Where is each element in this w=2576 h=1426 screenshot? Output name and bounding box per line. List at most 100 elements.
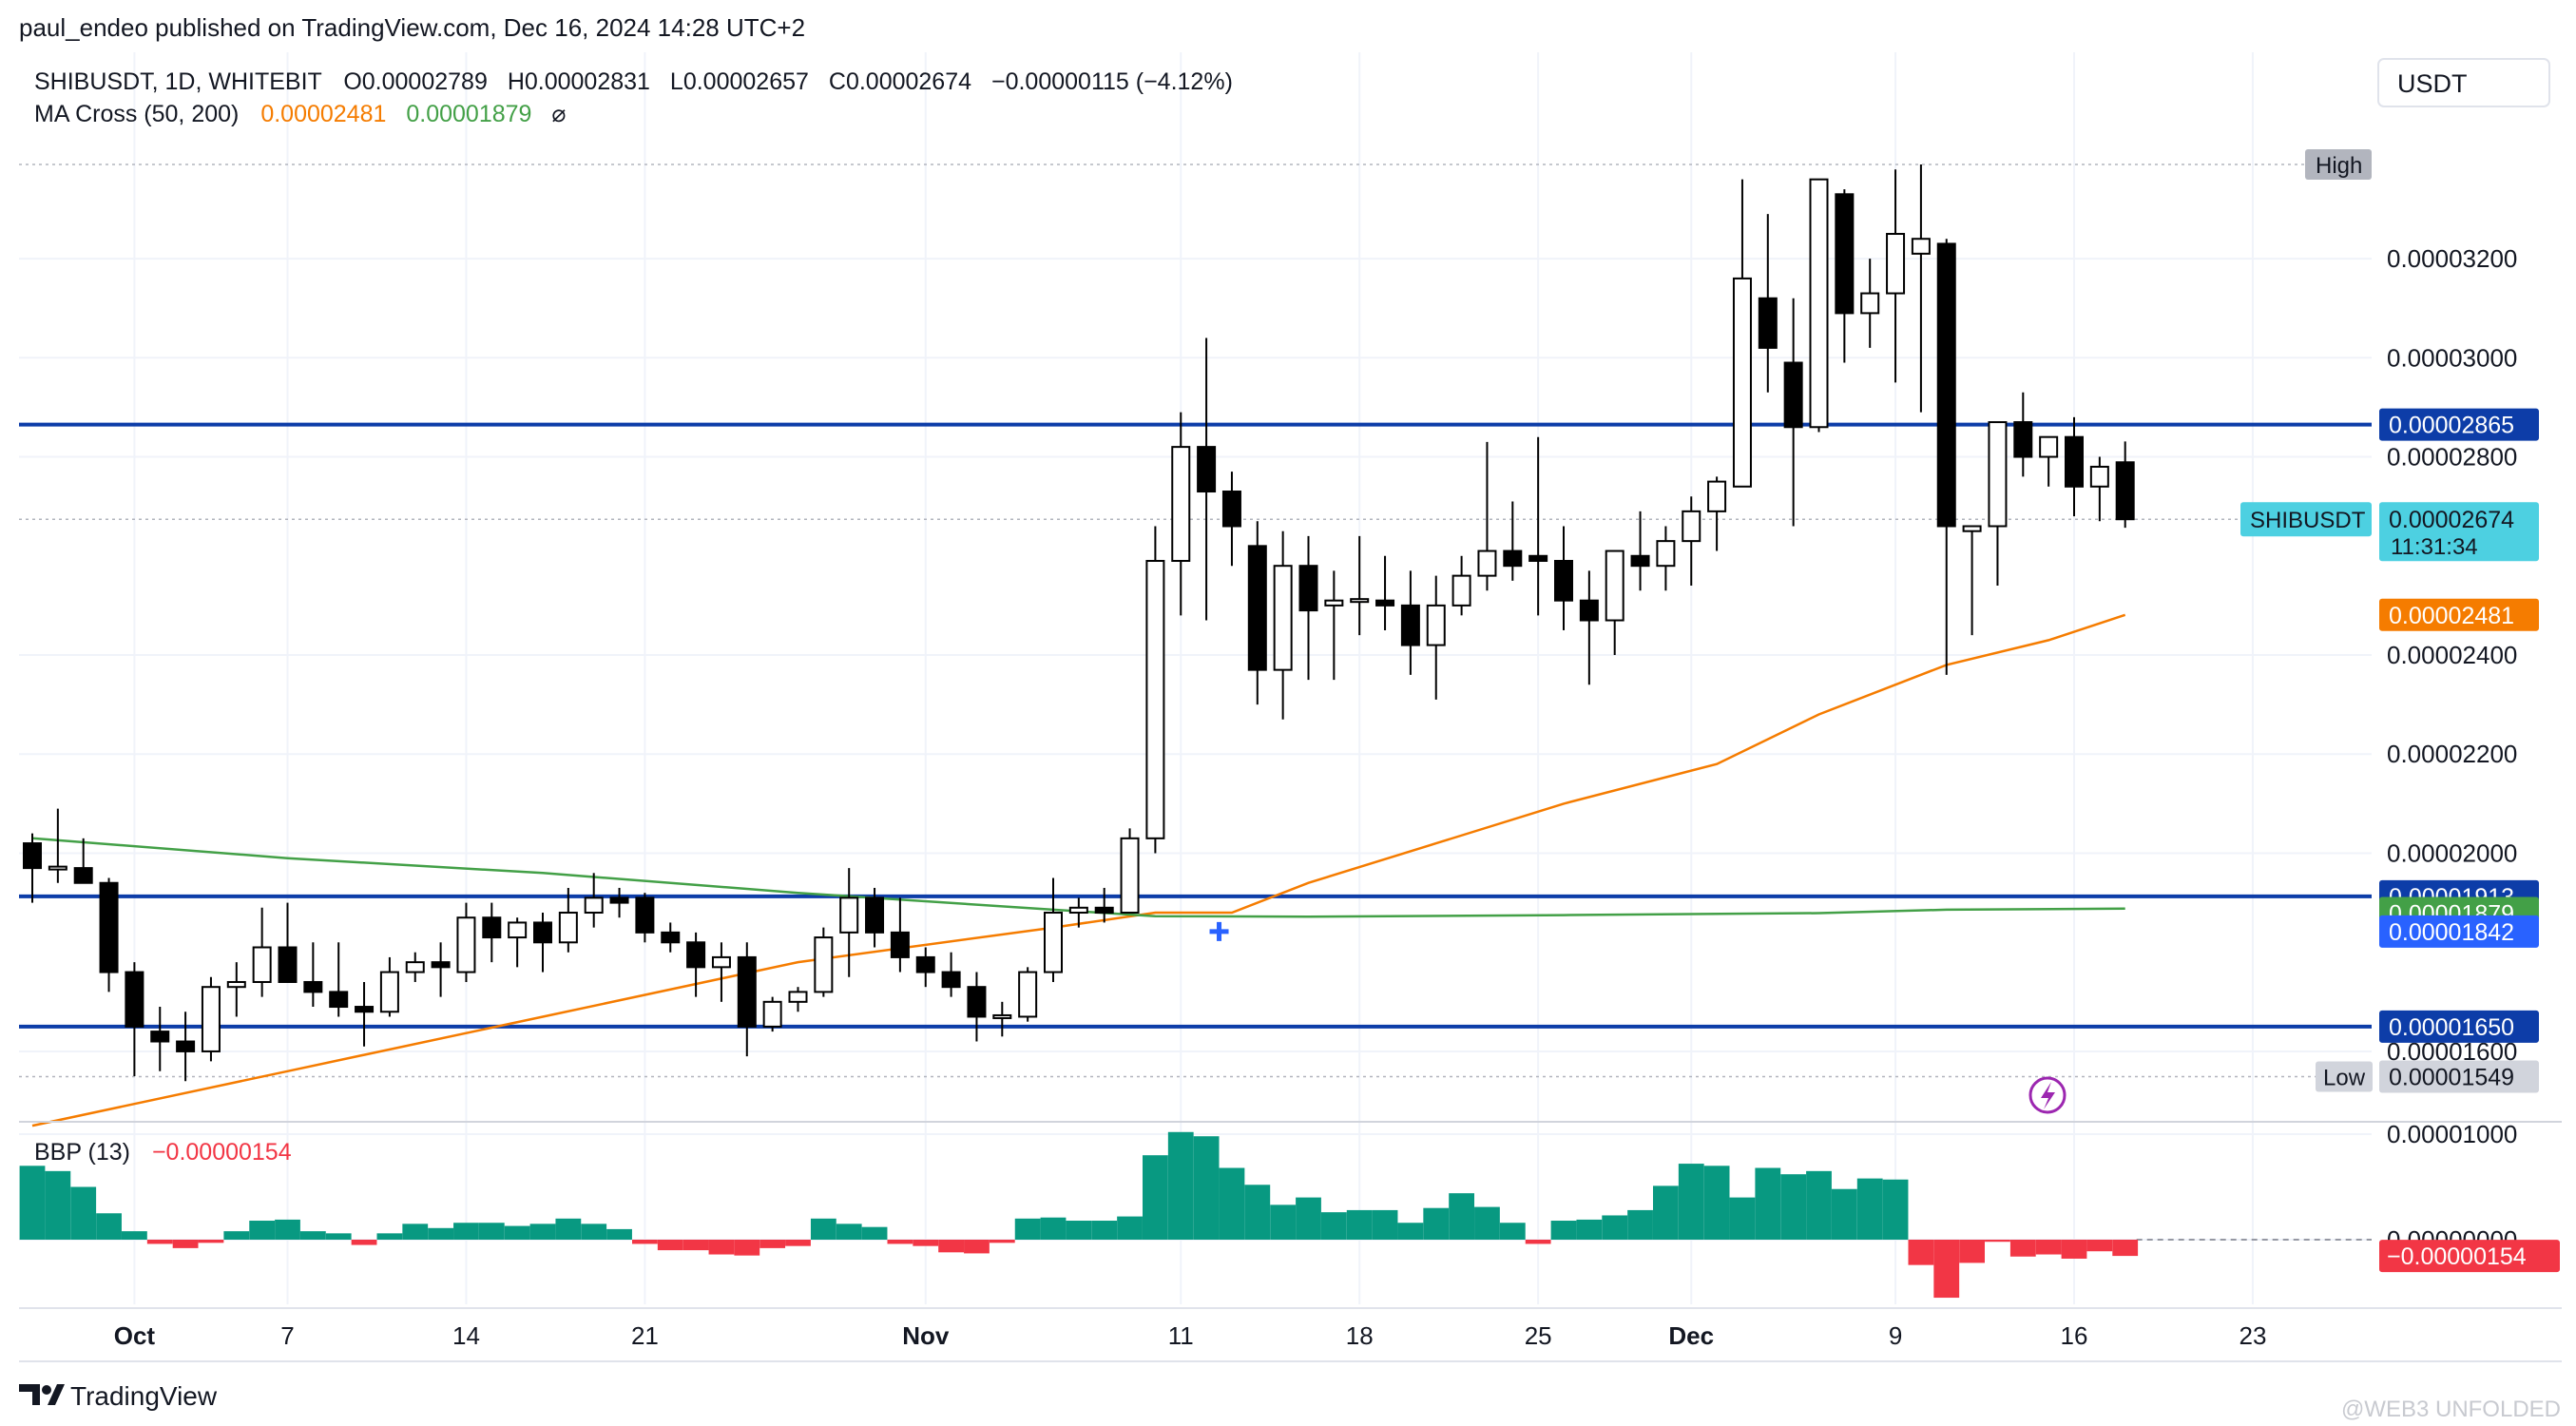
time-tick-label: 14	[452, 1321, 480, 1350]
candle-up	[456, 916, 476, 973]
bbp-bar-negative	[938, 1240, 964, 1253]
last-price-value: 0.00002674	[2389, 507, 2514, 533]
bbp-bar-positive	[453, 1223, 479, 1240]
time-tick-label: 18	[1346, 1321, 1374, 1350]
bbp-bar-negative	[887, 1240, 913, 1244]
bbp-bar-negative	[2112, 1240, 2139, 1257]
candle-down	[329, 991, 349, 1009]
bbp-bar-positive	[504, 1225, 530, 1240]
horizontal-levels[interactable]	[19, 164, 2372, 1241]
candle-down	[355, 1006, 375, 1013]
price-tick-label: 0.00002200	[2387, 740, 2517, 768]
legend-ma-line[interactable]: MA Cross (50, 200) 0.00002481 0.00001879…	[34, 101, 566, 127]
price-badge-bg	[2379, 915, 2539, 948]
candle-down	[865, 896, 885, 934]
bbp-bar-negative	[146, 1240, 173, 1244]
bbp-bar-positive	[1678, 1164, 1704, 1240]
candle-up	[762, 1000, 782, 1028]
bbp-bar-positive	[1014, 1218, 1041, 1240]
time-tick-label: 16	[2061, 1321, 2088, 1350]
candle-down	[533, 921, 552, 944]
candle-up	[48, 865, 67, 871]
ma-line-ma200	[31, 837, 2125, 918]
candle-up	[2039, 435, 2059, 458]
legend-c-label: C	[829, 68, 846, 95]
candle-up	[839, 896, 859, 934]
bbp-bar-positive	[1856, 1178, 1883, 1240]
bbp-legend[interactable]: BBP (13) −0.00000154	[34, 1139, 292, 1166]
bbp-bar-negative	[1525, 1240, 1551, 1244]
legend-l-value: 0.00002657	[683, 68, 809, 95]
legend-h-label: H	[508, 68, 525, 95]
candle-up	[814, 936, 834, 993]
time-tick-label: Oct	[114, 1321, 156, 1350]
candle-down	[1298, 565, 1318, 612]
bbp-bar-positive	[1270, 1204, 1297, 1240]
bbp-bar-positive	[275, 1219, 300, 1240]
bbp-bar-positive	[19, 1166, 46, 1240]
bbp-value-badge: −0.00000154	[2387, 1243, 2527, 1270]
price-badge-bg	[2379, 1010, 2539, 1043]
bbp-label: BBP (13)	[34, 1139, 130, 1166]
candle-down	[176, 1040, 196, 1052]
tradingview-brand[interactable]: TradingView	[70, 1381, 218, 1411]
bbp-bar-positive	[1193, 1136, 1220, 1240]
currency-button[interactable]	[2377, 58, 2550, 107]
bbp-bar-positive	[1346, 1209, 1373, 1240]
candle-up	[1451, 574, 1471, 607]
bbp-bar-negative	[734, 1240, 760, 1256]
candle-down	[915, 955, 935, 973]
time-tick-label: 25	[1525, 1321, 1552, 1350]
currency-button-label[interactable]: USDT	[2397, 69, 2468, 98]
bbp-bar-positive	[606, 1228, 632, 1240]
bbp-bar-positive	[810, 1218, 836, 1240]
last-price-countdown: 11:31:34	[2391, 534, 2478, 560]
price-tick-label: 0.00002800	[2387, 443, 2517, 472]
time-axis[interactable]: Oct 7 14 21 Nov 11 18 25 Dec 9 16 23	[114, 1321, 2267, 1350]
candle-up	[1018, 971, 1038, 1018]
flash-icon[interactable]	[2028, 1076, 2067, 1114]
bbp-bar-negative	[913, 1240, 939, 1246]
legend-change: −0.00000115 (−4.12%)	[991, 68, 1233, 95]
candle-up	[1120, 837, 1140, 915]
candle-up	[1171, 446, 1191, 562]
bbp-bar-positive	[1882, 1179, 1909, 1240]
bbp-bar-positive	[1653, 1185, 1679, 1240]
time-tick-label: Nov	[902, 1321, 950, 1350]
candle-up	[2089, 465, 2109, 488]
candle-up	[201, 986, 221, 1052]
bbp-bar-positive	[122, 1231, 147, 1240]
candle-down	[2013, 421, 2033, 458]
ma-cross-marker-icon	[1209, 921, 1229, 941]
bbp-bar-positive	[376, 1233, 403, 1240]
price-tick-label: 0.00003200	[2387, 244, 2517, 273]
bbp-bar-positive	[555, 1218, 582, 1240]
legend-c-value: 0.00002674	[846, 68, 971, 95]
symbol-tag-bg	[2240, 502, 2372, 537]
ma50-value: 0.00002481	[260, 101, 386, 127]
candle-down	[1554, 559, 1573, 602]
price-tick-label: 0.00002000	[2387, 838, 2517, 867]
candle-down	[609, 896, 629, 904]
bbp-bar-positive	[1244, 1185, 1271, 1240]
candle-up	[1350, 598, 1370, 604]
bbp-bar-negative	[1908, 1240, 1934, 1265]
candle-up	[1682, 510, 1701, 543]
bbp-bar-positive	[836, 1224, 862, 1240]
time-tick-label: 11	[1168, 1321, 1194, 1350]
bbp-bar-negative	[2086, 1240, 2113, 1252]
tradingview-logo-icon[interactable]	[19, 1384, 65, 1405]
price-axis[interactable]: 0.00003200 0.00003000 0.00002800 0.00002400…	[2240, 149, 2560, 1273]
bbp-bar-positive	[861, 1226, 888, 1240]
bbp-bar-positive	[1780, 1174, 1807, 1240]
bbp-bar-positive	[1729, 1197, 1756, 1240]
legend-h-value: 0.00002831	[525, 68, 650, 95]
candle-up	[1324, 599, 1344, 607]
candle-up	[1732, 277, 1752, 488]
candle-down	[941, 971, 961, 989]
bbp-bar-positive	[1703, 1166, 1730, 1240]
candle-down	[890, 931, 910, 958]
legend-o-value: 0.00002789	[362, 68, 488, 95]
low-value-badge: 0.00001549	[2389, 1065, 2514, 1091]
